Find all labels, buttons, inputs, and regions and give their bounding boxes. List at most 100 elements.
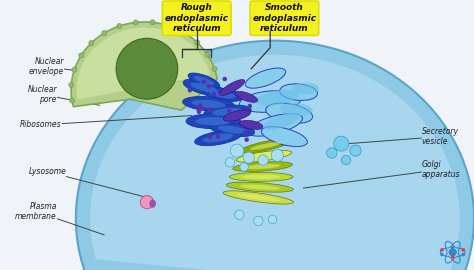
Ellipse shape <box>266 103 312 123</box>
Ellipse shape <box>256 90 299 106</box>
Circle shape <box>227 108 231 113</box>
Circle shape <box>69 98 74 103</box>
Circle shape <box>258 155 268 165</box>
Text: Lysosome: Lysosome <box>28 167 147 197</box>
Ellipse shape <box>240 139 291 153</box>
Text: Plasma
membrane: Plasma membrane <box>15 202 104 235</box>
Circle shape <box>254 216 263 225</box>
Ellipse shape <box>239 91 301 112</box>
Ellipse shape <box>186 114 240 129</box>
Ellipse shape <box>223 191 293 204</box>
Ellipse shape <box>226 182 293 192</box>
Ellipse shape <box>239 120 263 130</box>
Polygon shape <box>77 28 210 100</box>
Ellipse shape <box>182 96 235 111</box>
Circle shape <box>72 67 77 72</box>
Circle shape <box>334 136 349 151</box>
Circle shape <box>79 53 84 58</box>
Ellipse shape <box>250 142 281 150</box>
Circle shape <box>230 144 244 157</box>
Polygon shape <box>71 22 217 110</box>
Circle shape <box>235 210 244 220</box>
Ellipse shape <box>188 73 219 88</box>
Circle shape <box>216 134 220 139</box>
Circle shape <box>271 149 283 161</box>
Circle shape <box>166 23 172 28</box>
Ellipse shape <box>210 90 236 99</box>
Ellipse shape <box>245 68 286 88</box>
Ellipse shape <box>194 76 214 85</box>
Ellipse shape <box>220 80 245 95</box>
Text: Nuclear
pore: Nuclear pore <box>27 85 100 105</box>
Circle shape <box>133 20 138 25</box>
Circle shape <box>451 255 455 259</box>
Circle shape <box>188 88 192 92</box>
Circle shape <box>341 155 351 165</box>
Text: Ribosomes: Ribosomes <box>20 116 192 129</box>
Text: Nuclear
envelope: Nuclear envelope <box>29 57 111 76</box>
Ellipse shape <box>196 117 231 125</box>
Ellipse shape <box>263 112 301 130</box>
Ellipse shape <box>210 123 255 137</box>
Ellipse shape <box>204 105 251 119</box>
Circle shape <box>198 103 202 108</box>
Ellipse shape <box>280 84 318 100</box>
Ellipse shape <box>229 173 293 181</box>
Circle shape <box>243 130 247 135</box>
Circle shape <box>207 108 212 112</box>
Circle shape <box>268 215 277 224</box>
Circle shape <box>69 82 74 87</box>
Ellipse shape <box>233 162 292 171</box>
Ellipse shape <box>191 100 226 108</box>
Circle shape <box>240 163 248 171</box>
Circle shape <box>217 90 222 94</box>
Ellipse shape <box>247 153 281 160</box>
Circle shape <box>150 20 155 25</box>
Ellipse shape <box>235 91 258 102</box>
Circle shape <box>247 104 252 108</box>
Ellipse shape <box>237 194 280 201</box>
Circle shape <box>89 40 94 46</box>
Circle shape <box>182 30 187 35</box>
Circle shape <box>116 38 178 99</box>
Ellipse shape <box>203 134 233 143</box>
Circle shape <box>207 84 211 89</box>
Polygon shape <box>90 55 460 270</box>
Circle shape <box>448 248 457 257</box>
Circle shape <box>201 106 205 111</box>
Ellipse shape <box>240 184 280 190</box>
Ellipse shape <box>149 199 156 208</box>
Ellipse shape <box>237 150 292 162</box>
Circle shape <box>228 86 232 91</box>
Circle shape <box>462 248 465 252</box>
Circle shape <box>451 246 455 249</box>
Text: Rough
endoplasmic
reticulum: Rough endoplasmic reticulum <box>164 3 229 33</box>
Circle shape <box>202 79 206 84</box>
Circle shape <box>222 77 227 81</box>
Circle shape <box>350 145 361 156</box>
Circle shape <box>205 52 210 57</box>
Circle shape <box>440 248 444 252</box>
Ellipse shape <box>183 79 225 96</box>
Circle shape <box>102 31 107 36</box>
Circle shape <box>243 152 255 163</box>
Ellipse shape <box>223 110 251 121</box>
Text: Smooth
endoplasmic
reticulum: Smooth endoplasmic reticulum <box>252 3 317 33</box>
Ellipse shape <box>195 130 241 146</box>
Circle shape <box>208 135 212 139</box>
Circle shape <box>225 158 235 167</box>
Circle shape <box>245 137 249 142</box>
Ellipse shape <box>245 164 281 169</box>
Ellipse shape <box>292 83 319 94</box>
Circle shape <box>197 109 201 114</box>
Ellipse shape <box>261 127 308 147</box>
Polygon shape <box>76 41 474 270</box>
Text: Secretory
vesicle: Secretory vesicle <box>348 127 459 146</box>
Ellipse shape <box>218 126 247 134</box>
Ellipse shape <box>247 114 302 136</box>
Circle shape <box>117 23 122 29</box>
Ellipse shape <box>212 108 243 116</box>
Circle shape <box>462 253 465 256</box>
Ellipse shape <box>191 83 217 92</box>
Ellipse shape <box>140 195 154 209</box>
